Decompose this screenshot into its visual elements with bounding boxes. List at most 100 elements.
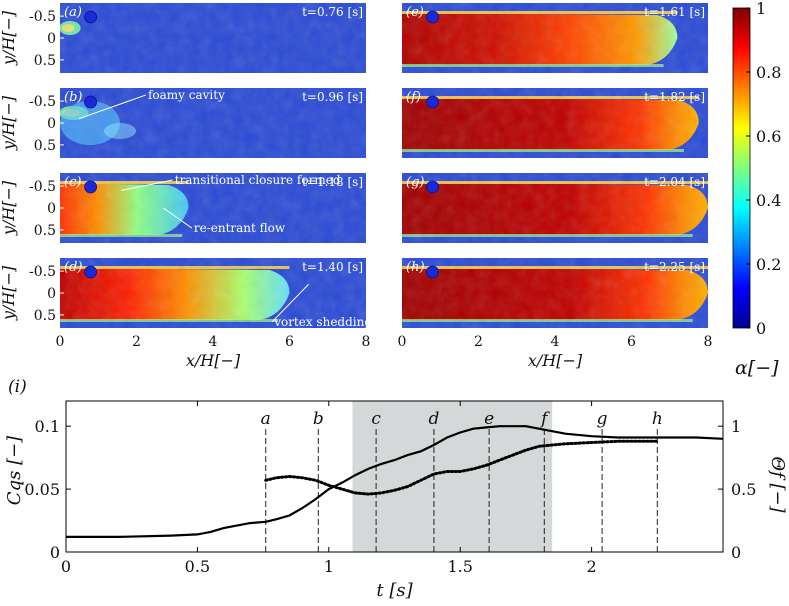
colorbar-tick-label: 0 xyxy=(756,319,766,338)
noise-overlay xyxy=(60,258,366,328)
panel-image xyxy=(60,88,366,158)
colorbar-gradient xyxy=(732,7,751,329)
x-tick-label: 6 xyxy=(627,334,636,350)
colorbar-tick-label: 0.6 xyxy=(756,127,781,146)
y-left-tick-label: 0 xyxy=(50,543,60,562)
y-tick-label: 0.5 xyxy=(34,308,56,324)
noise-overlay xyxy=(60,173,366,243)
panel-time-label: t=0.76 [s] xyxy=(302,5,363,19)
heatmap-panel-g: (g) t=2.04 [s] xyxy=(402,173,708,243)
panel-image xyxy=(60,258,366,328)
noise-overlay xyxy=(402,258,708,328)
noise-overlay xyxy=(60,88,366,158)
panel-label: (c) xyxy=(64,175,81,190)
annotation-arrow xyxy=(78,94,147,120)
y-tick-label: 0.5 xyxy=(34,138,56,154)
annotation-text: re-entrant flow xyxy=(194,221,286,235)
y-right-tick-label: 0.5 xyxy=(731,480,756,499)
x-tick-label: 2 xyxy=(587,557,597,576)
panel-image xyxy=(60,173,366,243)
panel-label: (e) xyxy=(406,5,424,20)
y-right-tick-label: 1 xyxy=(731,417,741,436)
x-tick-label: 0.5 xyxy=(185,557,210,576)
x-tick-label: 2 xyxy=(474,334,483,350)
y-axis-label: y/H[−] xyxy=(0,95,18,151)
y-left-tick-label: 0.05 xyxy=(24,480,60,499)
x-tick-label: 4 xyxy=(209,334,218,350)
panel-label: (d) xyxy=(64,260,82,275)
y-tick-label: 0.5 xyxy=(34,223,56,239)
y-tick-label: 0 xyxy=(47,201,56,217)
hydrofoil-marker xyxy=(84,180,97,194)
heatmap-panel-f: (f) t=1.82 [s] xyxy=(402,88,708,158)
colorbar-label: α[−] xyxy=(735,357,779,379)
y-left-tick-label: 0.1 xyxy=(35,417,60,436)
y-axis-label: y/H[−] xyxy=(0,265,18,321)
x-tick-label: 4 xyxy=(551,334,560,350)
event-label-g: g xyxy=(597,409,608,429)
heatmap-panel-a: (a) t=0.76 [s] -0.5 0 0.5 y/H[−] xyxy=(0,3,366,73)
colorbar-tick-label: 0.4 xyxy=(756,191,781,210)
x-axis-label: x/H[−] xyxy=(186,351,241,370)
y-tick-label: 0.5 xyxy=(34,53,56,69)
heatmap-panel-d: (d) t=1.40 [s]vortex shedding-0.500.5y/H[… xyxy=(0,258,372,370)
annotation-text: transitional closure formed xyxy=(175,173,341,187)
panel-time-label: t=1.82 [s] xyxy=(644,90,705,104)
panel-label: (b) xyxy=(64,90,82,105)
hydrofoil-marker xyxy=(84,265,97,279)
panel-time-label: t=2.04 [s] xyxy=(644,175,705,189)
annotation-arrow xyxy=(271,283,309,323)
x-tick-label: 0 xyxy=(61,557,71,576)
panel-time-label: t=1.18 [s] xyxy=(302,175,363,189)
panel-image xyxy=(402,258,708,328)
y-tick-label: 0 xyxy=(47,286,56,302)
y-right-axis-label: Θf [−] xyxy=(767,456,788,513)
x-tick-label: 2 xyxy=(132,334,141,350)
event-label-a: a xyxy=(261,409,271,429)
colorbar-tick-label: 0.8 xyxy=(756,63,781,82)
y-right-tick-label: 0 xyxy=(731,543,741,562)
panel-image xyxy=(402,173,708,243)
hydrofoil-marker xyxy=(426,265,440,279)
panel-label-i: (i) xyxy=(8,377,27,397)
x-tick-label: 0 xyxy=(398,334,407,350)
noise-overlay xyxy=(402,3,708,73)
y-left-axis-label: Cqs [−] xyxy=(4,435,25,505)
series-cqs-line xyxy=(66,425,724,538)
series-theta-line xyxy=(264,439,659,496)
heatmap-panels: (a) t=0.76 [s] -0.5 0 0.5 y/H[−] (b) t=0.96 [s]… xyxy=(0,3,712,370)
panel-label: (h) xyxy=(406,260,425,275)
y-tick-label: -0.5 xyxy=(29,264,56,280)
panel-label: (f) xyxy=(406,90,421,105)
noise-overlay xyxy=(402,88,708,158)
panel-label: (g) xyxy=(406,175,424,190)
panel-label: (a) xyxy=(64,5,82,20)
y-axis-label: y/H[−] xyxy=(0,180,18,236)
colorbar-tick-label: 0.2 xyxy=(756,255,781,274)
y-tick-label: 0 xyxy=(47,31,56,47)
event-label-h: h xyxy=(652,409,663,429)
colorbar: 0 0.2 0.4 0.6 0.8 1 α[−] xyxy=(732,0,781,379)
heatmap-panel-h: (h) t=2.25 [s] 0 2 4 6 8 x/H[−] xyxy=(398,258,712,370)
panel-image xyxy=(402,3,708,73)
heatmap-panel-c: (c) t=1.18 [s]transitional closure formed… xyxy=(0,173,366,243)
panel-image xyxy=(60,3,366,73)
heatmap-panel-e: (e) t=1.61 [s] xyxy=(402,3,708,73)
hydrofoil-marker xyxy=(426,95,440,109)
noise-overlay xyxy=(402,173,708,243)
event-label-c: c xyxy=(371,409,381,429)
hydrofoil-marker xyxy=(84,10,97,24)
panel-time-label: t=0.96 [s] xyxy=(302,90,363,104)
panel-time-label: t=1.40 [s] xyxy=(302,260,363,274)
shaded-region xyxy=(352,401,553,552)
panel-time-label: t=1.61 [s] xyxy=(644,5,705,19)
plot-frame xyxy=(65,400,724,553)
noise-overlay xyxy=(60,3,366,73)
y-tick-label: -0.5 xyxy=(29,94,56,110)
annotation-text: foamy cavity xyxy=(148,88,225,102)
annotation-arrow xyxy=(121,179,173,191)
annotation-arrow xyxy=(162,207,193,229)
line-chart: a b c d e f g h 0 0.5 1 1.5 2 0 0.05 0.1 0 0.5 1 (i) t [s] Cq… xyxy=(4,377,788,601)
panel-time-label: t=2.25 [s] xyxy=(644,260,705,274)
